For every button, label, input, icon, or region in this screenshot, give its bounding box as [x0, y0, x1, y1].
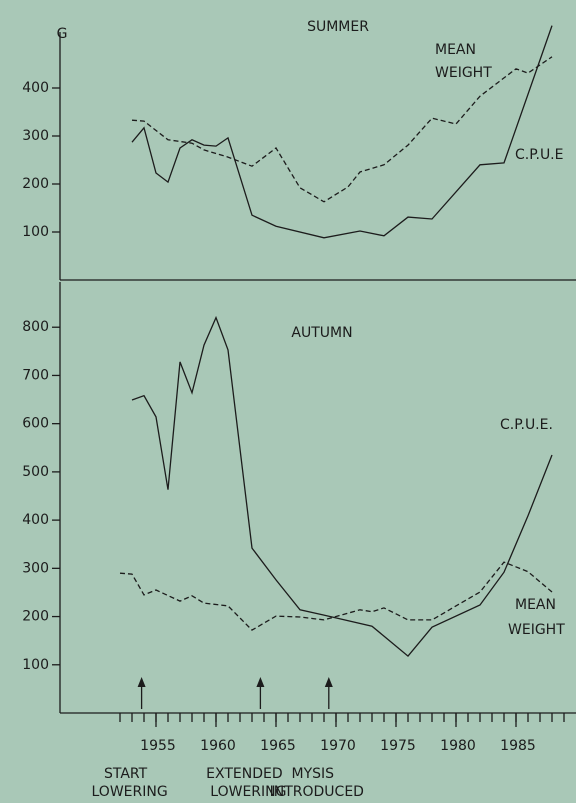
annotation-text: LOWERING: [210, 784, 286, 800]
panel-title: SUMMER: [307, 19, 369, 35]
y-tick-label: 300: [22, 560, 49, 576]
y-tick-label: 600: [22, 416, 49, 432]
x-tick-label: 1955: [140, 738, 176, 754]
annotation-text: INTRODUCED: [270, 784, 364, 800]
x-tick-label: 1985: [500, 738, 536, 754]
x-tick-label: 1970: [320, 738, 356, 754]
y-tick-label: 100: [22, 224, 49, 240]
y-tick-label: 700: [22, 367, 49, 383]
y-axis-label: G: [57, 26, 68, 42]
y-tick-label: 300: [22, 128, 49, 144]
x-tick-label: 1980: [440, 738, 476, 754]
x-tick-label: 1975: [380, 738, 416, 754]
annotation-text: MYSIS: [292, 766, 335, 782]
y-tick-label: 500: [22, 464, 49, 480]
series-line: [131, 56, 553, 203]
y-tick-label: 100: [22, 657, 49, 673]
series-label: C.P.U.E.: [500, 417, 553, 433]
annotation-arrowhead: [256, 677, 265, 687]
x-tick-label: 1965: [260, 738, 296, 754]
y-tick-label: 800: [22, 319, 49, 335]
x-tick-label: 1960: [200, 738, 236, 754]
series-label: MEAN: [435, 42, 476, 58]
annotation-text: LOWERING: [92, 784, 168, 800]
series-line: [131, 25, 553, 239]
panel-title: AUTUMN: [291, 325, 352, 341]
annotation-text: EXTENDED: [206, 766, 282, 782]
series-line: [131, 315, 553, 658]
y-tick-label: 200: [22, 176, 49, 192]
series-label: WEIGHT: [435, 65, 492, 81]
series-label: C.P.U.E: [515, 147, 563, 163]
annotation-arrowhead: [137, 677, 146, 687]
series-label: MEAN: [515, 597, 556, 613]
series-label: WEIGHT: [508, 622, 565, 638]
y-tick-label: 400: [22, 80, 49, 96]
y-tick-label: 400: [22, 512, 49, 528]
annotation-text: START: [104, 766, 148, 782]
y-tick-label: 200: [22, 609, 49, 625]
series-line: [119, 561, 553, 631]
annotation-arrowhead: [324, 677, 333, 687]
